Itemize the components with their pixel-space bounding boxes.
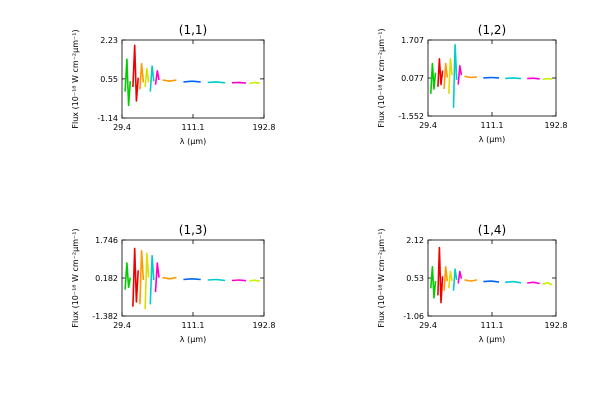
series-line-8 — [183, 277, 201, 281]
x-tick-label: 111.1 — [481, 121, 504, 130]
x-axis-label: λ (μm) — [180, 335, 206, 344]
series-line-1 — [430, 62, 437, 94]
panel-title: (1,2) — [478, 23, 506, 37]
x-tick-label: 29.4 — [113, 123, 131, 132]
x-tick-label: 29.4 — [419, 121, 437, 130]
series-line-5 — [452, 268, 458, 291]
series-line-9 — [505, 77, 521, 80]
series-line-1 — [124, 262, 132, 290]
y-tick-label: 2.23 — [100, 36, 118, 45]
series-line-10 — [231, 81, 246, 84]
series-line-7 — [162, 79, 177, 82]
y-tick-label: 2.12 — [406, 236, 424, 245]
y-tick-label: -1.14 — [97, 114, 118, 123]
series-line-1 — [124, 58, 132, 107]
x-tick-label: 111.1 — [182, 321, 205, 330]
x-tick-label: 111.1 — [481, 321, 504, 330]
series-line-5 — [149, 254, 155, 305]
series-line-3 — [139, 62, 145, 90]
x-tick-label: 29.4 — [419, 321, 437, 330]
series-line-11 — [249, 81, 260, 85]
panel-title: (1,1) — [179, 23, 207, 37]
series-line-6 — [154, 262, 160, 293]
series-line-4 — [144, 67, 150, 88]
series-line-1 — [430, 265, 437, 299]
y-tick-label: 0.53 — [406, 274, 424, 283]
series-line-9 — [505, 280, 522, 284]
x-tick-label: 192.8 — [253, 321, 276, 330]
series-line-9 — [207, 81, 226, 84]
x-axis-label: λ (μm) — [180, 137, 206, 146]
series-line-4 — [144, 252, 150, 310]
series-line-10 — [527, 281, 540, 285]
series-line-10 — [231, 279, 246, 282]
series-line-4 — [448, 270, 453, 289]
series-line-11 — [542, 77, 553, 81]
panel-4: (1,4) 29.4 111.1 192.8 -1.06 0.53 2.12 λ (μm) Fl… — [377, 223, 567, 344]
series-line-10 — [527, 77, 540, 80]
series-line-4 — [448, 57, 453, 94]
x-axis-label: λ (μm) — [479, 135, 505, 144]
y-tick-label: 0.077 — [401, 74, 424, 83]
y-tick-label: -1.06 — [403, 312, 424, 321]
y-tick-label: -1.552 — [398, 112, 424, 121]
y-axis-label: Flux (10⁻¹⁸ W cm⁻²μm⁻¹) — [71, 228, 80, 327]
series-line-6 — [457, 270, 463, 284]
y-tick-label: 0.182 — [95, 274, 118, 283]
x-tick-label: 29.4 — [113, 321, 131, 330]
y-tick-label: 1.746 — [95, 236, 118, 245]
panel-3: (1,3) 29.4 111.1 192.8 -1.382 0.182 1.746 λ (μm… — [71, 223, 275, 344]
series-line-9 — [207, 278, 226, 282]
series-line-5 — [149, 65, 155, 92]
series-line-7 — [464, 279, 478, 282]
y-axis-label: Flux (10⁻¹⁸ W cm⁻²μm⁻¹) — [377, 228, 386, 327]
x-tick-label: 192.8 — [545, 121, 568, 130]
x-tick-label: 192.8 — [545, 321, 568, 330]
series-line-6 — [457, 65, 463, 85]
panel-2: (1,2) 29.4 111.1 192.8 -1.552 0.077 1.707 λ (μm… — [377, 23, 567, 144]
series-line-7 — [464, 75, 478, 79]
panel-1: (1,1) 29.4 111.1 192.8 -1.14 0.55 2.23 λ (μm) Fl… — [71, 23, 275, 146]
y-tick-label: 1.707 — [401, 36, 424, 45]
series-line-3 — [443, 265, 449, 291]
y-tick-label: -1.382 — [92, 312, 118, 321]
x-axis-label: λ (μm) — [479, 335, 505, 344]
y-axis-label: Flux (10⁻¹⁸ W cm⁻²μm⁻¹) — [71, 29, 80, 128]
series-line-8 — [483, 280, 500, 283]
series-line-11 — [542, 281, 553, 286]
series-line-7 — [162, 276, 177, 280]
x-tick-label: 111.1 — [182, 123, 205, 132]
y-axis-label: Flux (10⁻¹⁸ W cm⁻²μm⁻¹) — [377, 28, 386, 127]
panel-title: (1,3) — [179, 223, 207, 237]
series-line-2 — [132, 247, 139, 307]
series-line-2 — [132, 44, 139, 102]
series-line-8 — [183, 80, 201, 83]
panel-title: (1,4) — [478, 223, 506, 237]
x-tick-label: 192.8 — [253, 123, 276, 132]
series-line-5 — [452, 43, 458, 108]
series-line-2 — [437, 57, 444, 87]
series-line-11 — [249, 279, 260, 282]
series-line-3 — [443, 62, 449, 90]
series-line-2 — [437, 246, 444, 304]
y-tick-label: 0.55 — [100, 75, 118, 84]
series-line-6 — [154, 70, 160, 85]
series-line-3 — [139, 250, 145, 305]
